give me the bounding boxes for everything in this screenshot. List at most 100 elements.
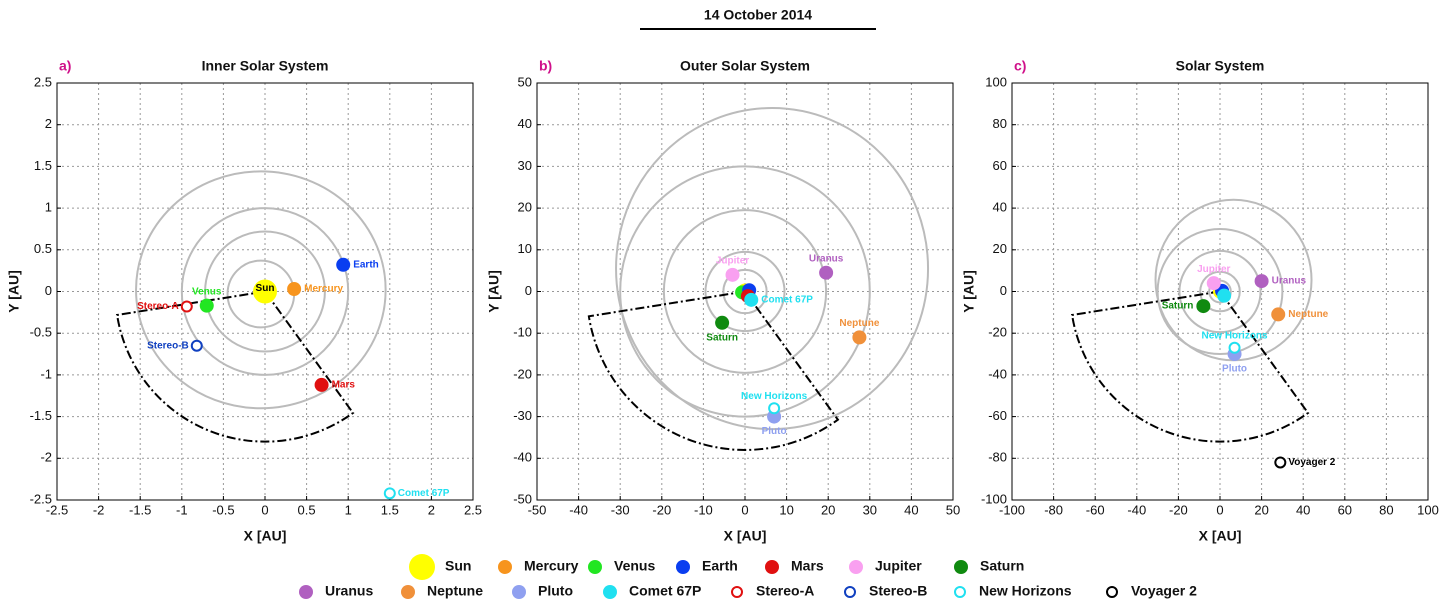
- x-tick-label: 10: [779, 502, 793, 517]
- panel-label: c): [1014, 58, 1026, 74]
- point: [1274, 456, 1287, 469]
- point: [1228, 341, 1241, 354]
- legend-marker: [954, 586, 966, 598]
- x-tick-label: 1.5: [381, 502, 399, 517]
- y-tick-label: 0: [45, 283, 52, 298]
- y-tick-label: 0: [525, 283, 532, 298]
- y-tick-label: -2: [40, 450, 52, 465]
- y-tick-label: 100: [985, 74, 1007, 89]
- point-label: Pluto: [762, 426, 787, 437]
- x-tick-label: 0: [261, 502, 268, 517]
- field-of-view: [1070, 290, 1310, 443]
- orbit: [1178, 249, 1262, 334]
- y-tick-label: -10: [513, 325, 532, 340]
- x-tick-label: 2.5: [464, 502, 482, 517]
- point-label: Neptune: [839, 318, 879, 329]
- y-tick-label: -60: [988, 408, 1007, 423]
- y-tick-label: -80: [988, 450, 1007, 465]
- legend-label: Voyager 2: [1131, 583, 1197, 599]
- legend-marker: [299, 585, 313, 599]
- x-tick-label: 40: [1296, 502, 1310, 517]
- x-axis-label: X [AU]: [1199, 528, 1242, 544]
- plot-frame: [1011, 82, 1429, 501]
- y-axis-label: Y [AU]: [961, 270, 977, 313]
- x-tick-label: 0: [1216, 502, 1223, 517]
- orbit: [135, 170, 387, 410]
- orbit: [662, 209, 828, 374]
- chart-title: Solar System: [1176, 58, 1265, 74]
- legend-marker: [588, 560, 602, 574]
- legend-label: Stereo-B: [869, 583, 927, 599]
- point: [715, 315, 730, 330]
- point-label: Earth: [353, 259, 379, 270]
- point: [852, 330, 867, 345]
- x-tick-label: 0.5: [298, 502, 316, 517]
- point-label: Comet 67P: [398, 488, 450, 499]
- point-label: Stereo-A: [137, 301, 179, 312]
- y-tick-label: -100: [981, 491, 1007, 506]
- y-tick-label: 0.5: [34, 241, 52, 256]
- point-label: Sun: [256, 283, 275, 294]
- point-label: Venus: [192, 286, 222, 297]
- point: [336, 257, 351, 272]
- legend-marker: [498, 560, 512, 574]
- point-label: Saturn: [1162, 301, 1194, 312]
- y-tick-label: -20: [988, 325, 1007, 340]
- point-label: Voyager 2: [1288, 457, 1335, 468]
- x-tick-label: -30: [611, 502, 630, 517]
- x-tick-label: 100: [1417, 502, 1439, 517]
- field-of-view: [115, 290, 355, 443]
- y-tick-label: 30: [518, 158, 532, 173]
- legend-marker: [512, 585, 526, 599]
- x-tick-label: 40: [904, 502, 918, 517]
- legend-label: Stereo-A: [756, 583, 814, 599]
- orbit: [1199, 270, 1241, 313]
- legend-label: Neptune: [427, 583, 483, 599]
- x-tick-label: -20: [1169, 502, 1188, 517]
- chart-title: Inner Solar System: [202, 58, 329, 74]
- y-tick-label: 20: [518, 200, 532, 215]
- orbit: [619, 165, 871, 418]
- legend-label: Earth: [702, 558, 738, 574]
- point-label: Mercury: [304, 284, 343, 295]
- x-tick-label: 60: [1338, 502, 1352, 517]
- legend-label: Mercury: [524, 558, 579, 574]
- y-tick-label: 2.5: [34, 74, 52, 89]
- legend-label: Sun: [445, 558, 471, 574]
- y-tick-label: 60: [993, 158, 1007, 173]
- y-tick-label: -0.5: [30, 325, 52, 340]
- y-tick-label: -50: [513, 491, 532, 506]
- panel-label: b): [539, 58, 552, 74]
- x-tick-label: 20: [1254, 502, 1268, 517]
- legend-marker: [849, 560, 863, 574]
- y-tick-label: -30: [513, 408, 532, 423]
- point: [1206, 276, 1221, 291]
- point: [253, 279, 277, 304]
- legend-label: Venus: [614, 558, 655, 574]
- x-tick-label: -100: [999, 502, 1025, 517]
- y-tick-label: 40: [518, 116, 532, 131]
- legend-marker: [765, 560, 779, 574]
- point-label: Uranus: [1272, 276, 1307, 287]
- legend-label: Comet 67P: [629, 583, 701, 599]
- point-label: Mars: [332, 380, 356, 391]
- legend-marker: [954, 560, 968, 574]
- y-tick-label: 2: [45, 116, 52, 131]
- field-of-view: [587, 290, 840, 451]
- x-axis-label: X [AU]: [244, 528, 287, 544]
- point: [1196, 299, 1211, 314]
- x-tick-label: -50: [528, 502, 547, 517]
- y-tick-label: 10: [518, 241, 532, 256]
- plot-frame: [536, 82, 954, 501]
- x-tick-label: 20: [821, 502, 835, 517]
- y-tick-label: -40: [513, 450, 532, 465]
- legend-marker: [844, 586, 856, 598]
- point: [180, 300, 193, 313]
- orbit: [722, 268, 768, 315]
- legend-label: Uranus: [325, 583, 373, 599]
- y-axis-label: Y [AU]: [6, 270, 22, 313]
- x-tick-label: -40: [1127, 502, 1146, 517]
- point: [1271, 307, 1286, 322]
- y-tick-label: 40: [993, 200, 1007, 215]
